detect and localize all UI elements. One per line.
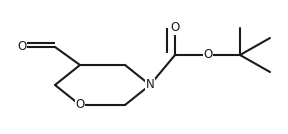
Text: O: O bbox=[203, 49, 213, 62]
Text: O: O bbox=[170, 21, 180, 34]
Text: N: N bbox=[146, 79, 154, 92]
Text: O: O bbox=[75, 98, 85, 111]
Text: O: O bbox=[17, 40, 26, 53]
